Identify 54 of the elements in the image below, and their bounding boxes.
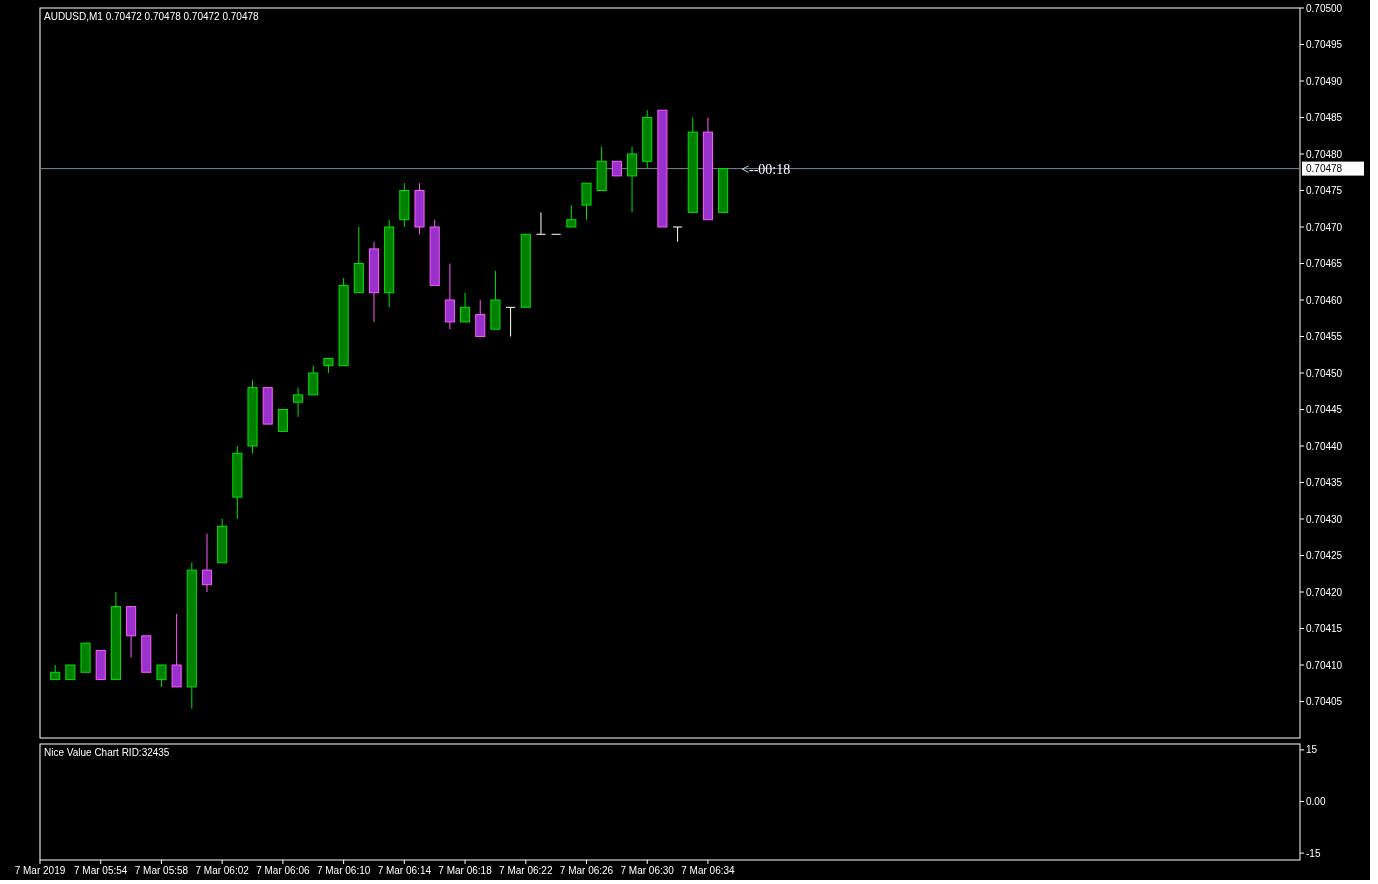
candlestick bbox=[626, 146, 638, 213]
chart-title: AUDUSD,M1 0.70472 0.70478 0.70472 0.70478 bbox=[44, 11, 260, 22]
candlestick bbox=[460, 292, 471, 323]
y-tick-label: 0.70470 bbox=[1306, 221, 1343, 233]
x-tick-label: 7 Mar 06:06 bbox=[256, 865, 311, 876]
y-tick-label: 0.70485 bbox=[1306, 112, 1343, 123]
y-tick-label: 0.70440 bbox=[1306, 440, 1343, 452]
x-tick-label: 7 Mar 06:22 bbox=[499, 865, 553, 876]
y-tick-label: 0.70475 bbox=[1306, 185, 1343, 196]
candlestick bbox=[293, 387, 304, 418]
y-tick-label: 0.70460 bbox=[1306, 294, 1343, 306]
x-tick-label: 7 Mar 05:58 bbox=[134, 865, 189, 876]
y-tick-label: 0.70495 bbox=[1306, 39, 1343, 50]
y-tick-label: 0.70490 bbox=[1306, 75, 1343, 87]
candlestick bbox=[566, 204, 577, 228]
x-tick-label: 7 Mar 2019 bbox=[14, 865, 66, 876]
x-tick-label: 7 Mar 06:18 bbox=[438, 865, 493, 876]
candlestick bbox=[156, 664, 167, 688]
annotation: <--00:18 bbox=[741, 161, 791, 177]
candlestick bbox=[277, 409, 288, 432]
x-tick-label: 7 Mar 06:02 bbox=[195, 865, 250, 876]
y-tick-label: 15 bbox=[1306, 744, 1318, 756]
y-tick-label: 0.70445 bbox=[1306, 404, 1343, 415]
candlestick bbox=[672, 226, 683, 243]
y-tick-label: 0.00 bbox=[1306, 795, 1326, 807]
x-tick-label: 7 Mar 06:10 bbox=[316, 865, 371, 876]
y-tick-label: 0.70425 bbox=[1306, 550, 1343, 561]
candlestick bbox=[505, 306, 516, 337]
candlestick bbox=[171, 613, 182, 688]
x-tick-label: 7 Mar 06:34 bbox=[681, 865, 736, 876]
x-tick-label: 7 Mar 06:26 bbox=[559, 865, 614, 876]
candlestick bbox=[475, 299, 486, 337]
x-tick-label: 7 Mar 05:54 bbox=[74, 865, 128, 876]
x-tick-label: 7 Mar 06:14 bbox=[377, 865, 432, 876]
candlestick bbox=[308, 365, 319, 396]
y-tick-label: 0.70455 bbox=[1306, 331, 1343, 342]
y-tick-label: 0.70450 bbox=[1306, 367, 1343, 379]
candlestick bbox=[444, 263, 455, 330]
chart-title: Nice Value Chart RID:32435 bbox=[44, 747, 170, 758]
y-tick-label: 0.70480 bbox=[1306, 148, 1343, 160]
ref-line-label: 0.70478 bbox=[1306, 163, 1343, 175]
y-tick-label: 0.70430 bbox=[1306, 513, 1343, 525]
y-tick-label: 0.70465 bbox=[1306, 258, 1343, 269]
candlestick bbox=[535, 211, 547, 235]
y-tick-label: -15 bbox=[1306, 847, 1321, 859]
y-tick-label: 0.70500 bbox=[1306, 2, 1343, 14]
y-tick-label: 0.70410 bbox=[1306, 659, 1343, 671]
y-tick-label: 0.70405 bbox=[1306, 696, 1343, 707]
y-tick-label: 0.70420 bbox=[1306, 586, 1343, 598]
candlestick bbox=[581, 182, 592, 221]
y-tick-label: 0.70435 bbox=[1306, 477, 1343, 488]
y-tick-label: 0.70415 bbox=[1306, 623, 1343, 634]
candlestick bbox=[201, 533, 213, 593]
x-tick-label: 7 Mar 06:30 bbox=[620, 865, 675, 876]
